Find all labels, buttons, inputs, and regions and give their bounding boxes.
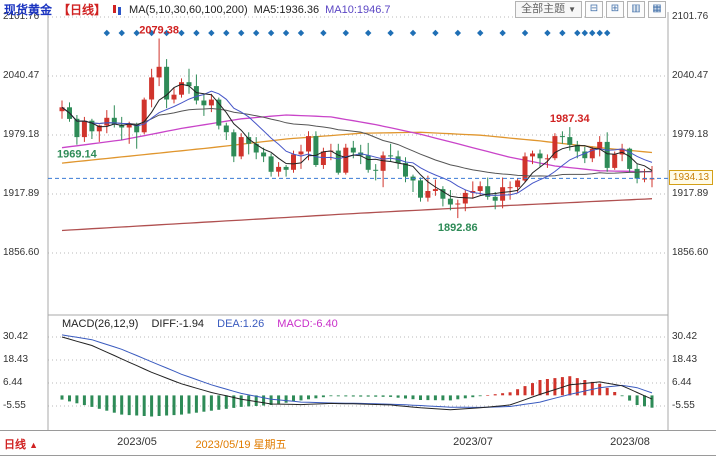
x-axis-tick-label: 2023/05 (117, 436, 157, 448)
svg-text:1987.34: 1987.34 (550, 113, 591, 125)
y-axis-right: 1934.13 2101.76 2040.47 1979.18 1917.89 1856… (669, 0, 716, 430)
x-axis-tick-label: 2023/08 (610, 436, 650, 448)
macd-lines (61, 334, 653, 411)
y-tick-label: 18.43 (672, 354, 698, 365)
chevron-down-icon: ▼ (568, 5, 576, 14)
macd-histogram (60, 376, 654, 417)
macd-dea-value: DEA:1.26 (217, 318, 265, 330)
y-tick-label: -5.55 (3, 400, 26, 411)
y-tick-label: 1917.89 (3, 188, 40, 199)
price-annotations: 2079.38 1969.14 1987.34 1892.86 (57, 25, 591, 235)
y-tick-label: 2040.47 (3, 70, 40, 81)
symbol-name: 现货黄金 (4, 3, 53, 17)
theme-dropdown-button[interactable]: 全部主题 ▼ (515, 1, 582, 18)
y-tick-label: 1856.60 (3, 247, 40, 258)
x-axis-bar: 日线 ▲ 2023/05 2023/05/19 星期五 2023/07 2023/08 (0, 430, 716, 456)
candlestick-icon (112, 4, 123, 16)
chart-header: 现货黄金 【日线】 MA(5,10,30,60,100,200) MA5:193… (4, 1, 712, 18)
y-tick-label: 2101.76 (672, 11, 709, 22)
y-tick-label: 1856.60 (672, 247, 709, 258)
event-diamond-markers[interactable] (103, 29, 611, 37)
ma-price-lines (61, 83, 653, 199)
macd-diff-value: DIFF:-1.94 (151, 318, 205, 330)
y-tick-label: 6.44 (672, 377, 692, 388)
x-axis-tick-label: 2023/07 (453, 436, 493, 448)
y-tick-label: -5.55 (672, 400, 695, 411)
y-axis-left: 2101.76 2040.47 1979.18 1917.89 1856.60 30.42… (0, 0, 47, 430)
ma5-value-label: MA5:1936.36 (253, 3, 320, 16)
ma-overlay-lines (61, 114, 653, 232)
y-tick-label: 6.44 (3, 377, 23, 388)
svg-text:1892.86: 1892.86 (438, 222, 478, 234)
y-tick-label: 18.43 (3, 354, 29, 365)
svg-text:2079.38: 2079.38 (139, 25, 179, 37)
y-tick-label: 1979.18 (672, 129, 709, 140)
gridlines (47, 12, 669, 430)
x-axis-tick-label: 2023/05/19 星期五 (195, 439, 287, 451)
ma10-value-label: MA10:1946.7 (325, 3, 391, 16)
y-tick-label: 30.42 (3, 331, 29, 342)
macd-params-label: MACD(26,12,9) (62, 318, 139, 330)
layout-split-icon[interactable]: ⊞ (606, 1, 624, 18)
layout-grid-icon[interactable]: ▥ (627, 1, 645, 18)
macd-hist-value: MACD:-6.40 (277, 318, 338, 330)
candlestick-series (59, 38, 655, 219)
period-selector[interactable]: 日线 ▲ (4, 436, 38, 452)
period-tag: 【日线】 (58, 3, 107, 17)
y-tick-label: 30.42 (672, 331, 698, 342)
y-tick-label: 2040.47 (672, 70, 709, 81)
theme-dropdown-label: 全部主题 (521, 3, 566, 15)
layout-single-icon[interactable]: ⊟ (585, 1, 603, 18)
period-selector-label: 日线 (4, 439, 26, 451)
layout-multi-icon[interactable]: ▦ (648, 1, 666, 18)
macd-header: MACD(26,12,9) DIFF:-1.94 DEA:1.26 MACD:-… (62, 318, 348, 330)
ma-settings-label: MA(5,10,30,60,100,200) (129, 3, 248, 16)
y-tick-label: 2101.76 (3, 11, 40, 22)
y-tick-label: 1979.18 (3, 129, 40, 140)
y-tick-label: 1917.89 (672, 188, 709, 199)
current-price-box: 1934.13 (669, 170, 713, 186)
triangle-up-icon: ▲ (29, 440, 38, 450)
svg-text:1969.14: 1969.14 (57, 149, 98, 161)
